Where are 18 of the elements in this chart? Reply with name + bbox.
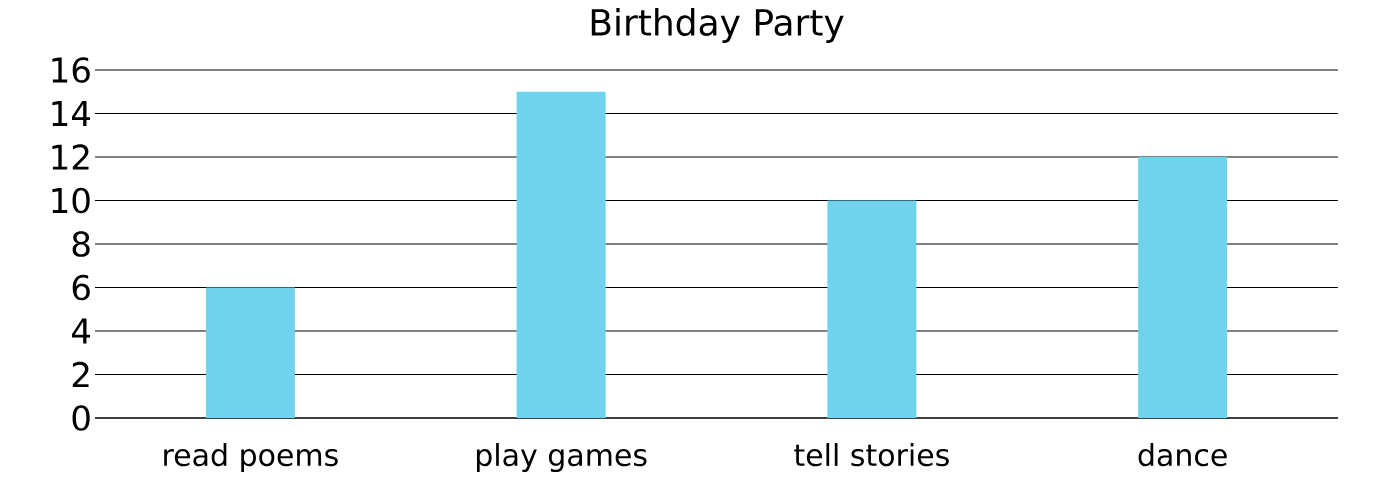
y-tick-label: 8 — [72, 231, 90, 257]
bar — [827, 200, 917, 418]
bar — [1138, 157, 1228, 418]
x-tick-label: play games — [476, 443, 647, 473]
bar — [516, 91, 606, 418]
y-tick-label: 6 — [72, 274, 90, 301]
y-tick-label: 2 — [72, 361, 89, 388]
y-tick-label: 12 — [52, 144, 89, 170]
y-tick-label: 10 — [52, 187, 90, 214]
y-tick-label: 4 — [71, 318, 91, 344]
y-tick-label: 16 — [52, 57, 90, 83]
chart-title: Birthday Party — [591, 8, 844, 43]
x-tick-label: dance — [1138, 443, 1227, 467]
y-tick-label: 14 — [52, 101, 91, 126]
bar — [205, 287, 295, 418]
x-tick-label: read poems — [164, 443, 338, 473]
x-tick-label: tell stories — [794, 443, 949, 467]
y-tick-label: 0 — [72, 405, 90, 431]
